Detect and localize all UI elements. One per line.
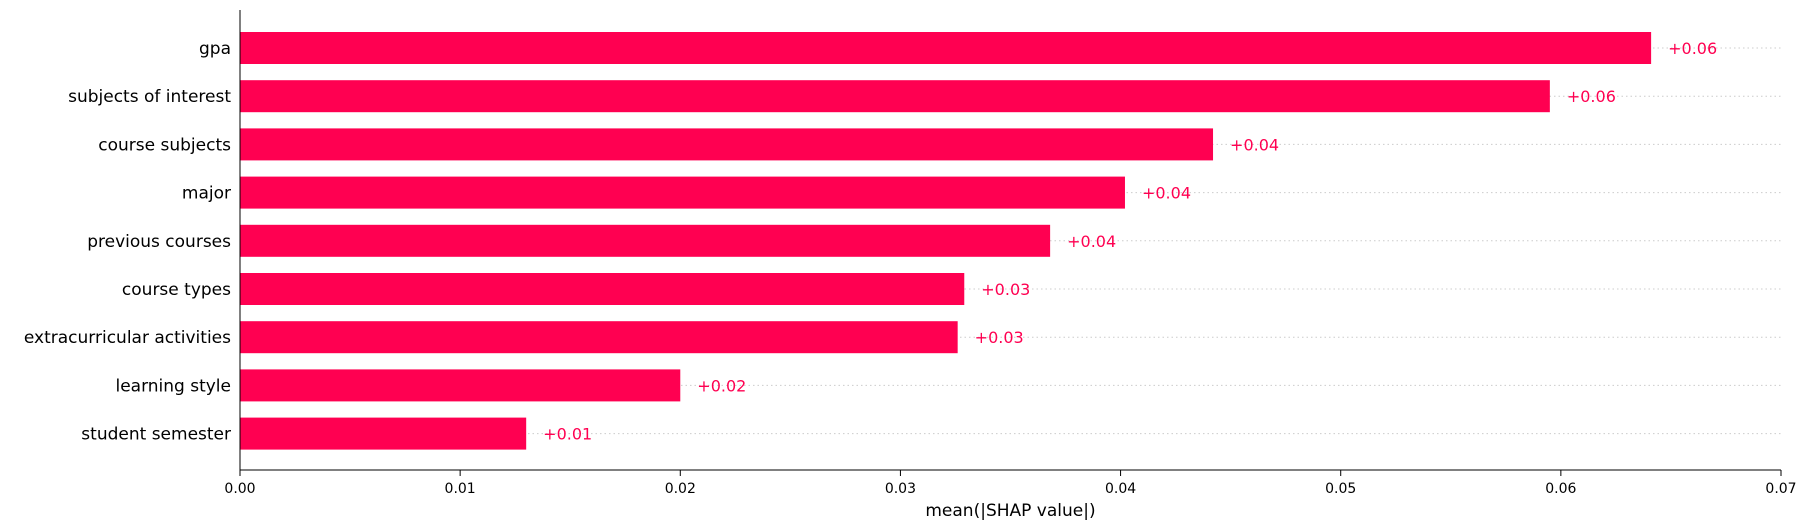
bar bbox=[240, 224, 1051, 257]
x-tick-label: 0.05 bbox=[1325, 481, 1356, 497]
value-labels: +0.06 +0.06 +0.04 +0.04 +0.04 +0.03 +0.03 +0.02… bbox=[543, 39, 1717, 444]
bars bbox=[240, 32, 1652, 450]
bar-value-label: +0.04 bbox=[1067, 232, 1116, 251]
bar bbox=[240, 176, 1125, 209]
bar-value-label: +0.06 bbox=[1567, 87, 1616, 106]
category-label: gpa bbox=[199, 39, 231, 59]
category-label: course types bbox=[122, 280, 231, 300]
bar-value-label: +0.06 bbox=[1668, 39, 1717, 58]
bar bbox=[240, 369, 681, 402]
category-labels: gpa subjects of interest course subjects ma… bbox=[24, 39, 231, 445]
bar-value-label: +0.03 bbox=[981, 280, 1030, 299]
category-label: previous courses bbox=[87, 232, 231, 252]
category-label: major bbox=[182, 184, 231, 204]
category-label: course subjects bbox=[98, 135, 231, 155]
x-tick-label: 0.00 bbox=[224, 481, 255, 497]
bar bbox=[240, 273, 965, 305]
x-tick-label: 0.06 bbox=[1545, 481, 1576, 497]
bar bbox=[240, 321, 958, 354]
bar-value-label: +0.04 bbox=[1230, 135, 1279, 154]
x-axis-label: mean(|SHAP value|) bbox=[925, 501, 1095, 521]
x-tick-label: 0.03 bbox=[885, 481, 916, 497]
bar bbox=[240, 417, 527, 450]
axes bbox=[239, 10, 1781, 471]
category-label: learning style bbox=[115, 376, 231, 396]
bar bbox=[240, 80, 1550, 113]
category-label: subjects of interest bbox=[68, 87, 231, 107]
x-tick-label: 0.02 bbox=[665, 481, 696, 497]
x-axis-ticks: 0.00 0.01 0.02 0.03 0.04 0.05 0.06 0.07 bbox=[224, 470, 1797, 497]
bar-value-label: +0.04 bbox=[1142, 184, 1191, 203]
bar-value-label: +0.02 bbox=[697, 376, 746, 395]
x-tick-label: 0.01 bbox=[445, 481, 476, 497]
x-tick-label: 0.07 bbox=[1765, 481, 1796, 497]
category-label: extracurricular activities bbox=[24, 328, 231, 348]
bar-value-label: +0.01 bbox=[543, 425, 592, 444]
category-label: student semester bbox=[81, 425, 231, 445]
x-tick-label: 0.04 bbox=[1105, 481, 1136, 497]
bar bbox=[240, 128, 1214, 161]
bar bbox=[240, 32, 1652, 64]
bar-value-label: +0.03 bbox=[975, 328, 1024, 347]
